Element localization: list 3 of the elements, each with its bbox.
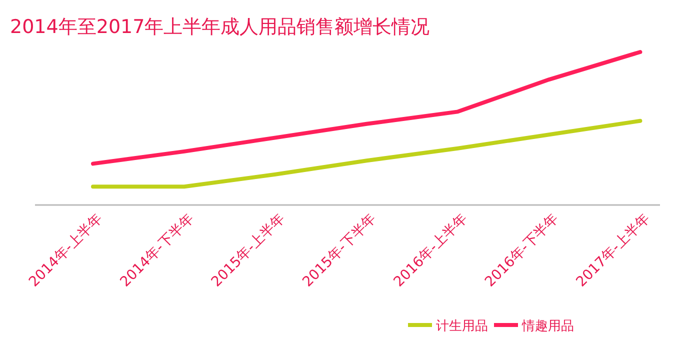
chart-title: 2014年至2017年上半年成人用品销售额增长情况 (10, 16, 430, 38)
legend-label: 计生用品 (436, 319, 488, 334)
legend-label: 情趣用品 (521, 319, 574, 334)
